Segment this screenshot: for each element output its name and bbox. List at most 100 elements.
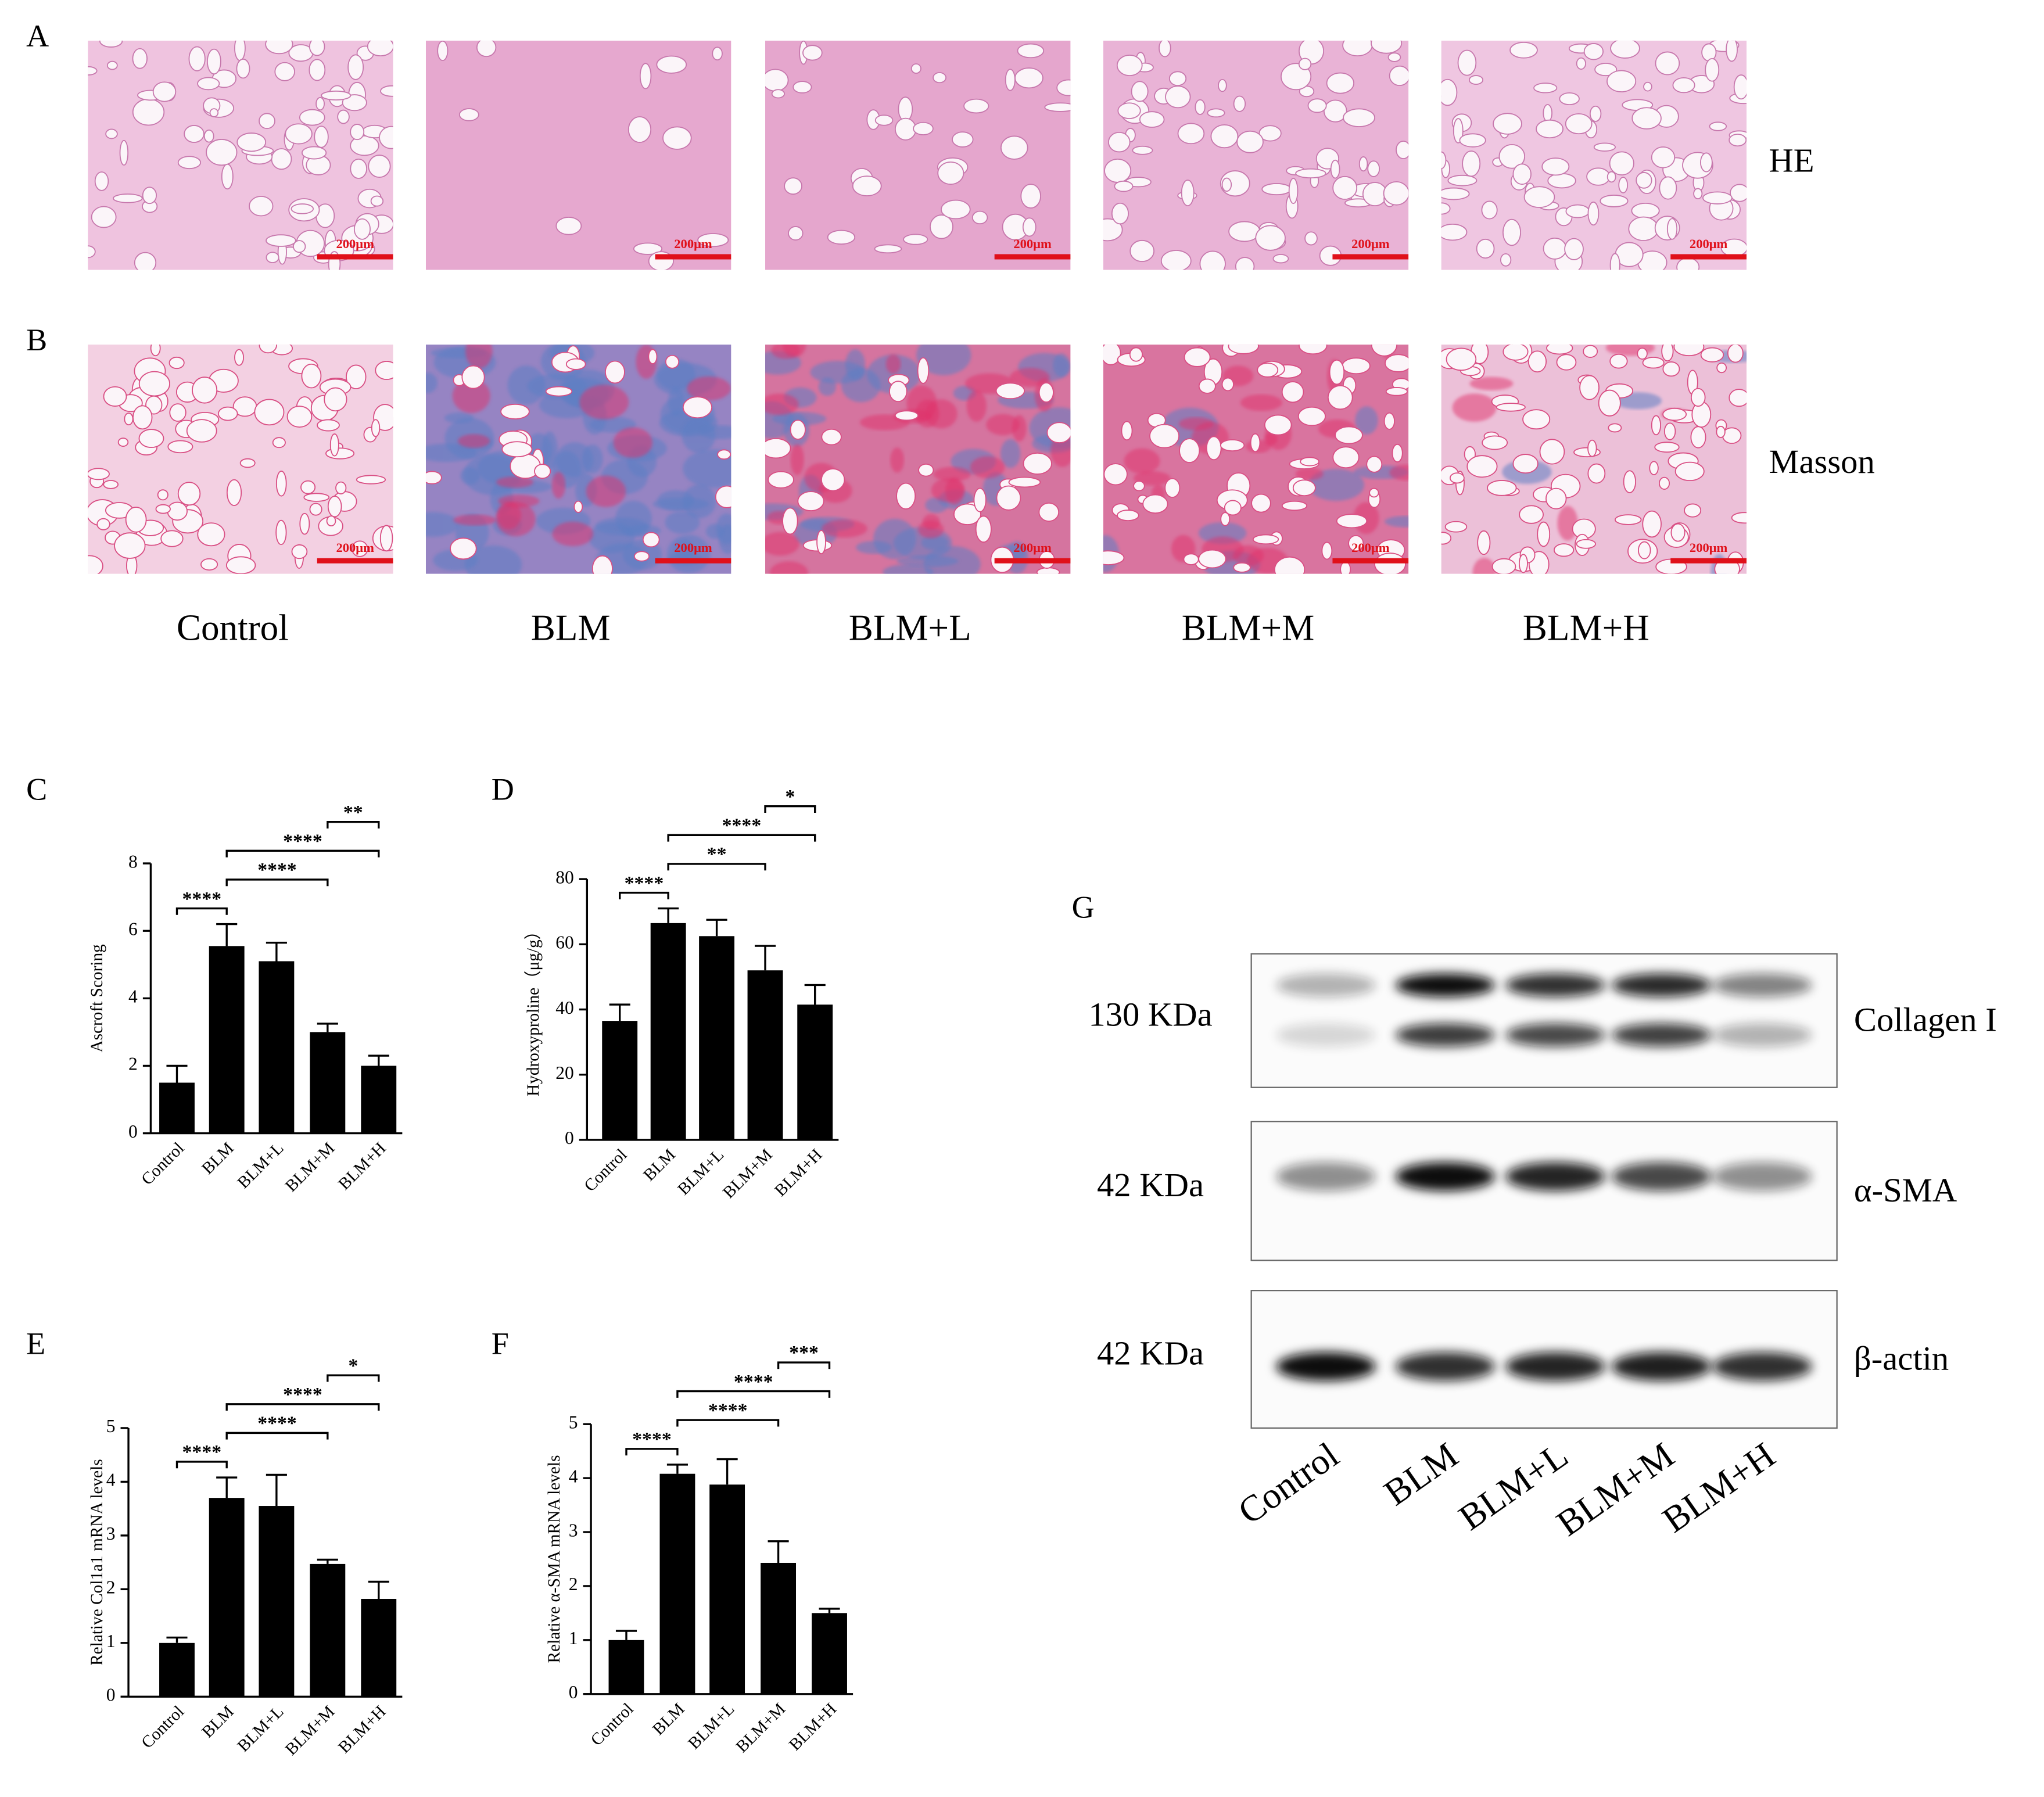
alveolus (275, 471, 287, 497)
error-bar (804, 984, 826, 1005)
alveolus (275, 519, 287, 546)
x-tick-label: BLM+H (786, 1699, 840, 1754)
red-stain (769, 561, 808, 574)
alveolus (91, 206, 117, 228)
alveolus (565, 358, 586, 370)
x-tick-label: BLM+L (674, 1146, 727, 1199)
scale-bar-label: 200μm (336, 540, 374, 555)
alveolus (1133, 480, 1145, 492)
alveolus (184, 125, 205, 143)
red-stain (586, 475, 626, 507)
alveolus (1272, 254, 1289, 264)
alveolus (975, 515, 992, 543)
panel-label: F (492, 1326, 509, 1361)
alveolus (634, 551, 650, 562)
alveolus (1547, 173, 1576, 189)
alveolus (1589, 105, 1602, 122)
alveolus (197, 522, 225, 547)
significance-label: **** (722, 815, 762, 837)
panel-label: B (26, 322, 47, 357)
x-tick-label: BLM+H (335, 1702, 389, 1757)
alveolus (1579, 375, 1600, 400)
alveolus (188, 46, 206, 71)
alveolus (1131, 81, 1149, 102)
alveolus (605, 360, 625, 384)
alveolus (1358, 156, 1368, 172)
red-stain (790, 444, 804, 475)
y-tick-label: 0 (106, 1685, 116, 1705)
alveolus (1459, 133, 1486, 148)
alveolus (352, 540, 368, 557)
alveolus (797, 491, 824, 511)
alveolus (1642, 510, 1662, 538)
tissue (88, 40, 393, 270)
red-stain (771, 345, 800, 359)
alveolus (1631, 203, 1660, 219)
significance-label: ** (343, 802, 363, 823)
y-tick-label: 1 (569, 1628, 578, 1648)
alveolus (1651, 146, 1676, 168)
error-bar (819, 1608, 840, 1613)
alveolus (1564, 238, 1584, 260)
red-stain (1295, 467, 1324, 480)
alveolus (1716, 362, 1727, 374)
x-tick-label: BLM+M (733, 1699, 790, 1756)
alveolus (1676, 257, 1700, 270)
alveolus (1727, 345, 1744, 363)
bar (747, 970, 783, 1140)
alveolus (1281, 63, 1312, 91)
alveolus (291, 203, 314, 214)
red-stain (925, 399, 958, 429)
alveolus (898, 96, 913, 122)
collagen-stain (464, 546, 522, 574)
x-tick-label: BLM+M (282, 1702, 339, 1759)
bar (709, 1484, 745, 1694)
significance-label: **** (257, 1413, 297, 1434)
bar (259, 1506, 295, 1697)
blot-band (1395, 1352, 1496, 1381)
alveolus (324, 387, 347, 412)
alveolus (1655, 51, 1680, 76)
alveolus (234, 40, 246, 61)
molecular-weight: 42 KDa (1097, 1166, 1204, 1204)
alveolus (1235, 257, 1255, 270)
alveolus (155, 504, 171, 514)
alveolus (1608, 423, 1622, 433)
alveolus (874, 244, 902, 254)
alveolus (1295, 168, 1326, 179)
alveolus (1441, 202, 1451, 215)
bar (699, 936, 735, 1140)
alveolus (1332, 446, 1360, 469)
alveolus (821, 468, 845, 492)
alveolus (1462, 150, 1481, 177)
scale-bar-label: 200μm (336, 236, 374, 251)
alveolus (1702, 191, 1733, 205)
alveolus (206, 48, 221, 75)
y-tick-label: 1 (106, 1631, 116, 1651)
scale-bar-label: 200μm (1351, 540, 1390, 555)
alveolus (1673, 345, 1705, 357)
scale-bar-label: 200μm (1013, 236, 1052, 251)
collagen-stain (916, 345, 971, 375)
alveolus (1518, 554, 1528, 573)
alveolus (1348, 535, 1364, 552)
alveolus (197, 77, 220, 91)
alveolus (1546, 345, 1573, 355)
scale-bar-label: 200μm (1690, 540, 1728, 555)
alveolus (1493, 113, 1522, 135)
alveolus (1307, 98, 1327, 113)
significance-bracket (225, 1403, 380, 1411)
alveolus (117, 437, 129, 447)
alveolus (356, 475, 386, 485)
alveolus (1014, 67, 1043, 89)
alveolus (1614, 514, 1642, 525)
group-label: BLM+M (1182, 607, 1315, 648)
alveolus (309, 503, 322, 516)
blot-band (1505, 1162, 1605, 1191)
group-label: BLM (531, 607, 611, 648)
alveolus (1491, 558, 1516, 574)
blot-band (1611, 1023, 1712, 1047)
alveolus (1233, 562, 1251, 573)
alveolus (1477, 530, 1491, 555)
alveolus (1387, 52, 1401, 62)
